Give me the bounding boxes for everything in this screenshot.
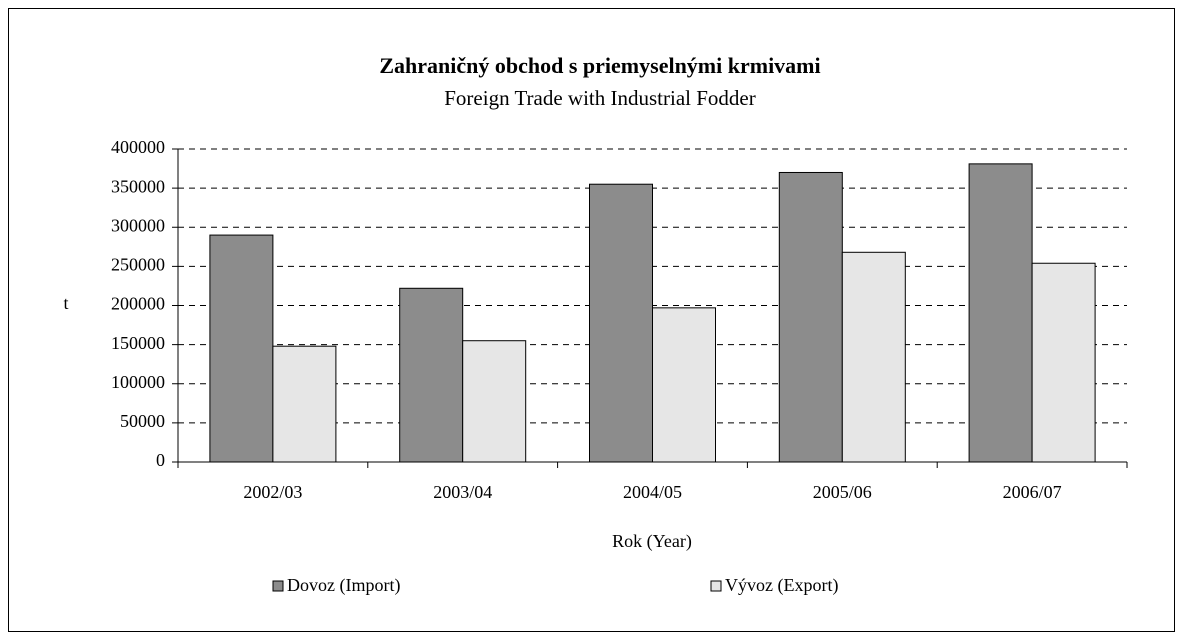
bar [778,171,843,463]
bar [652,307,716,463]
bar [462,340,527,463]
chart-title: Zahraničný obchod s priemyselnými krmiva… [379,53,820,78]
x-tick-label: 2005/06 [813,482,872,502]
y-tick-label: 50000 [120,411,165,431]
y-tick-label: 200000 [111,294,165,314]
legend-label: Dovoz (Import) [287,575,400,596]
y-tick-label: 100000 [111,372,165,392]
y-tick-label: 150000 [111,333,165,353]
x-tick-label: 2003/04 [433,482,492,502]
y-axis-label: t [63,293,68,313]
y-tick-label: 0 [156,450,165,470]
bar [272,345,337,463]
x-tick-label: 2002/03 [243,482,302,502]
y-tick-label: 400000 [111,137,165,157]
legend-label: Vývoz (Export) [725,575,838,596]
y-tick-label: 250000 [111,255,165,275]
bar [841,251,906,463]
bar [968,163,1033,463]
legend-swatch [710,580,722,592]
y-tick-label: 300000 [111,215,165,235]
y-tick-label: 350000 [111,176,165,196]
bar [589,183,653,463]
bar [1031,262,1096,463]
bar [399,287,464,463]
chart-subtitle: Foreign Trade with Industrial Fodder [444,86,755,110]
bar [209,234,274,463]
x-axis-label: Rok (Year) [612,531,692,552]
x-tick-label: 2006/07 [1003,482,1062,502]
legend-swatch [272,580,284,592]
x-tick-label: 2004/05 [623,482,682,502]
